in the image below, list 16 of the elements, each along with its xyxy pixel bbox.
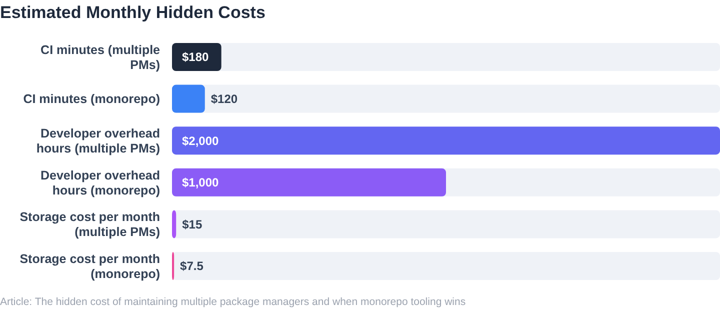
bar [172, 84, 205, 113]
data-label: $15 [182, 217, 202, 232]
y-tick-label: Developer overhead hours (monorepo) [40, 168, 160, 198]
data-label: $2,000 [182, 134, 220, 148]
bar [172, 210, 176, 238]
data-label: $1,000 [182, 176, 220, 190]
data-label: $7.5 [180, 259, 204, 274]
y-tick-label: Developer overhead hours (multiple PMs) [36, 126, 160, 156]
y-tick-label: Storage cost per month (monorepo) [20, 252, 160, 281]
data-label: $120 [210, 92, 238, 106]
text: Article: The hidden cost of maintaining multiple package managers and when monorepo tooling wins [0, 296, 466, 308]
data-label: $180 [182, 50, 210, 64]
y-tick-label: CI minutes (monorepo) [23, 92, 160, 106]
chart-title: Estimated Monthly Hidden Costs [0, 3, 266, 22]
y-tick-label: Storage cost per month (multiple PMs) [20, 210, 160, 240]
y-tick-label: CI minutes (multiple PMs) [40, 42, 160, 72]
